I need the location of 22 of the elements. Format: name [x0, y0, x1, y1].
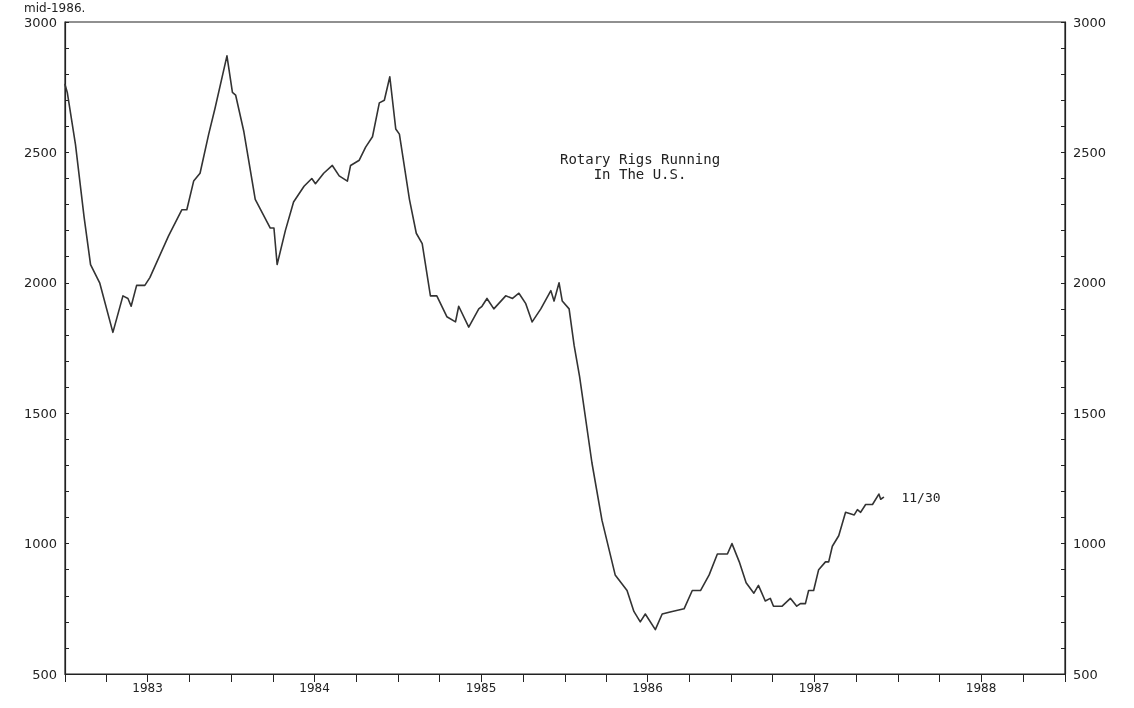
annotation: 11/30	[901, 489, 941, 505]
y-tick-label: 2500	[23, 144, 57, 160]
line-series	[64, 55, 885, 631]
y-tick-label: 1500	[23, 405, 57, 421]
text: Rotary Rigs Running In The U.S.	[559, 150, 721, 182]
x-tick-label: 1985	[465, 681, 497, 695]
y-tick-label: 500	[32, 666, 57, 682]
y2-tick-label: 1000	[1073, 536, 1107, 552]
y2-tick-label: 2000	[1073, 275, 1107, 291]
y2-tick-label: 500	[1073, 666, 1098, 682]
x-tick-label: 1987	[798, 681, 830, 695]
x-tick-label: 1983	[132, 681, 163, 695]
text: mid-1986.	[24, 1, 86, 15]
x-tick-label: 1986	[632, 681, 663, 695]
y2-tick-label: 1500	[1073, 405, 1107, 421]
x-tick-label: 1988	[965, 681, 997, 695]
y2-tick-label: 3000	[1073, 14, 1107, 30]
y2-tick-label: 2500	[1073, 144, 1107, 160]
y-tick-label: 3000	[23, 14, 57, 30]
y-tick-label: 1000	[23, 536, 57, 552]
y-tick-label: 2000	[23, 275, 57, 291]
x-tick-label: 1984	[299, 681, 330, 695]
